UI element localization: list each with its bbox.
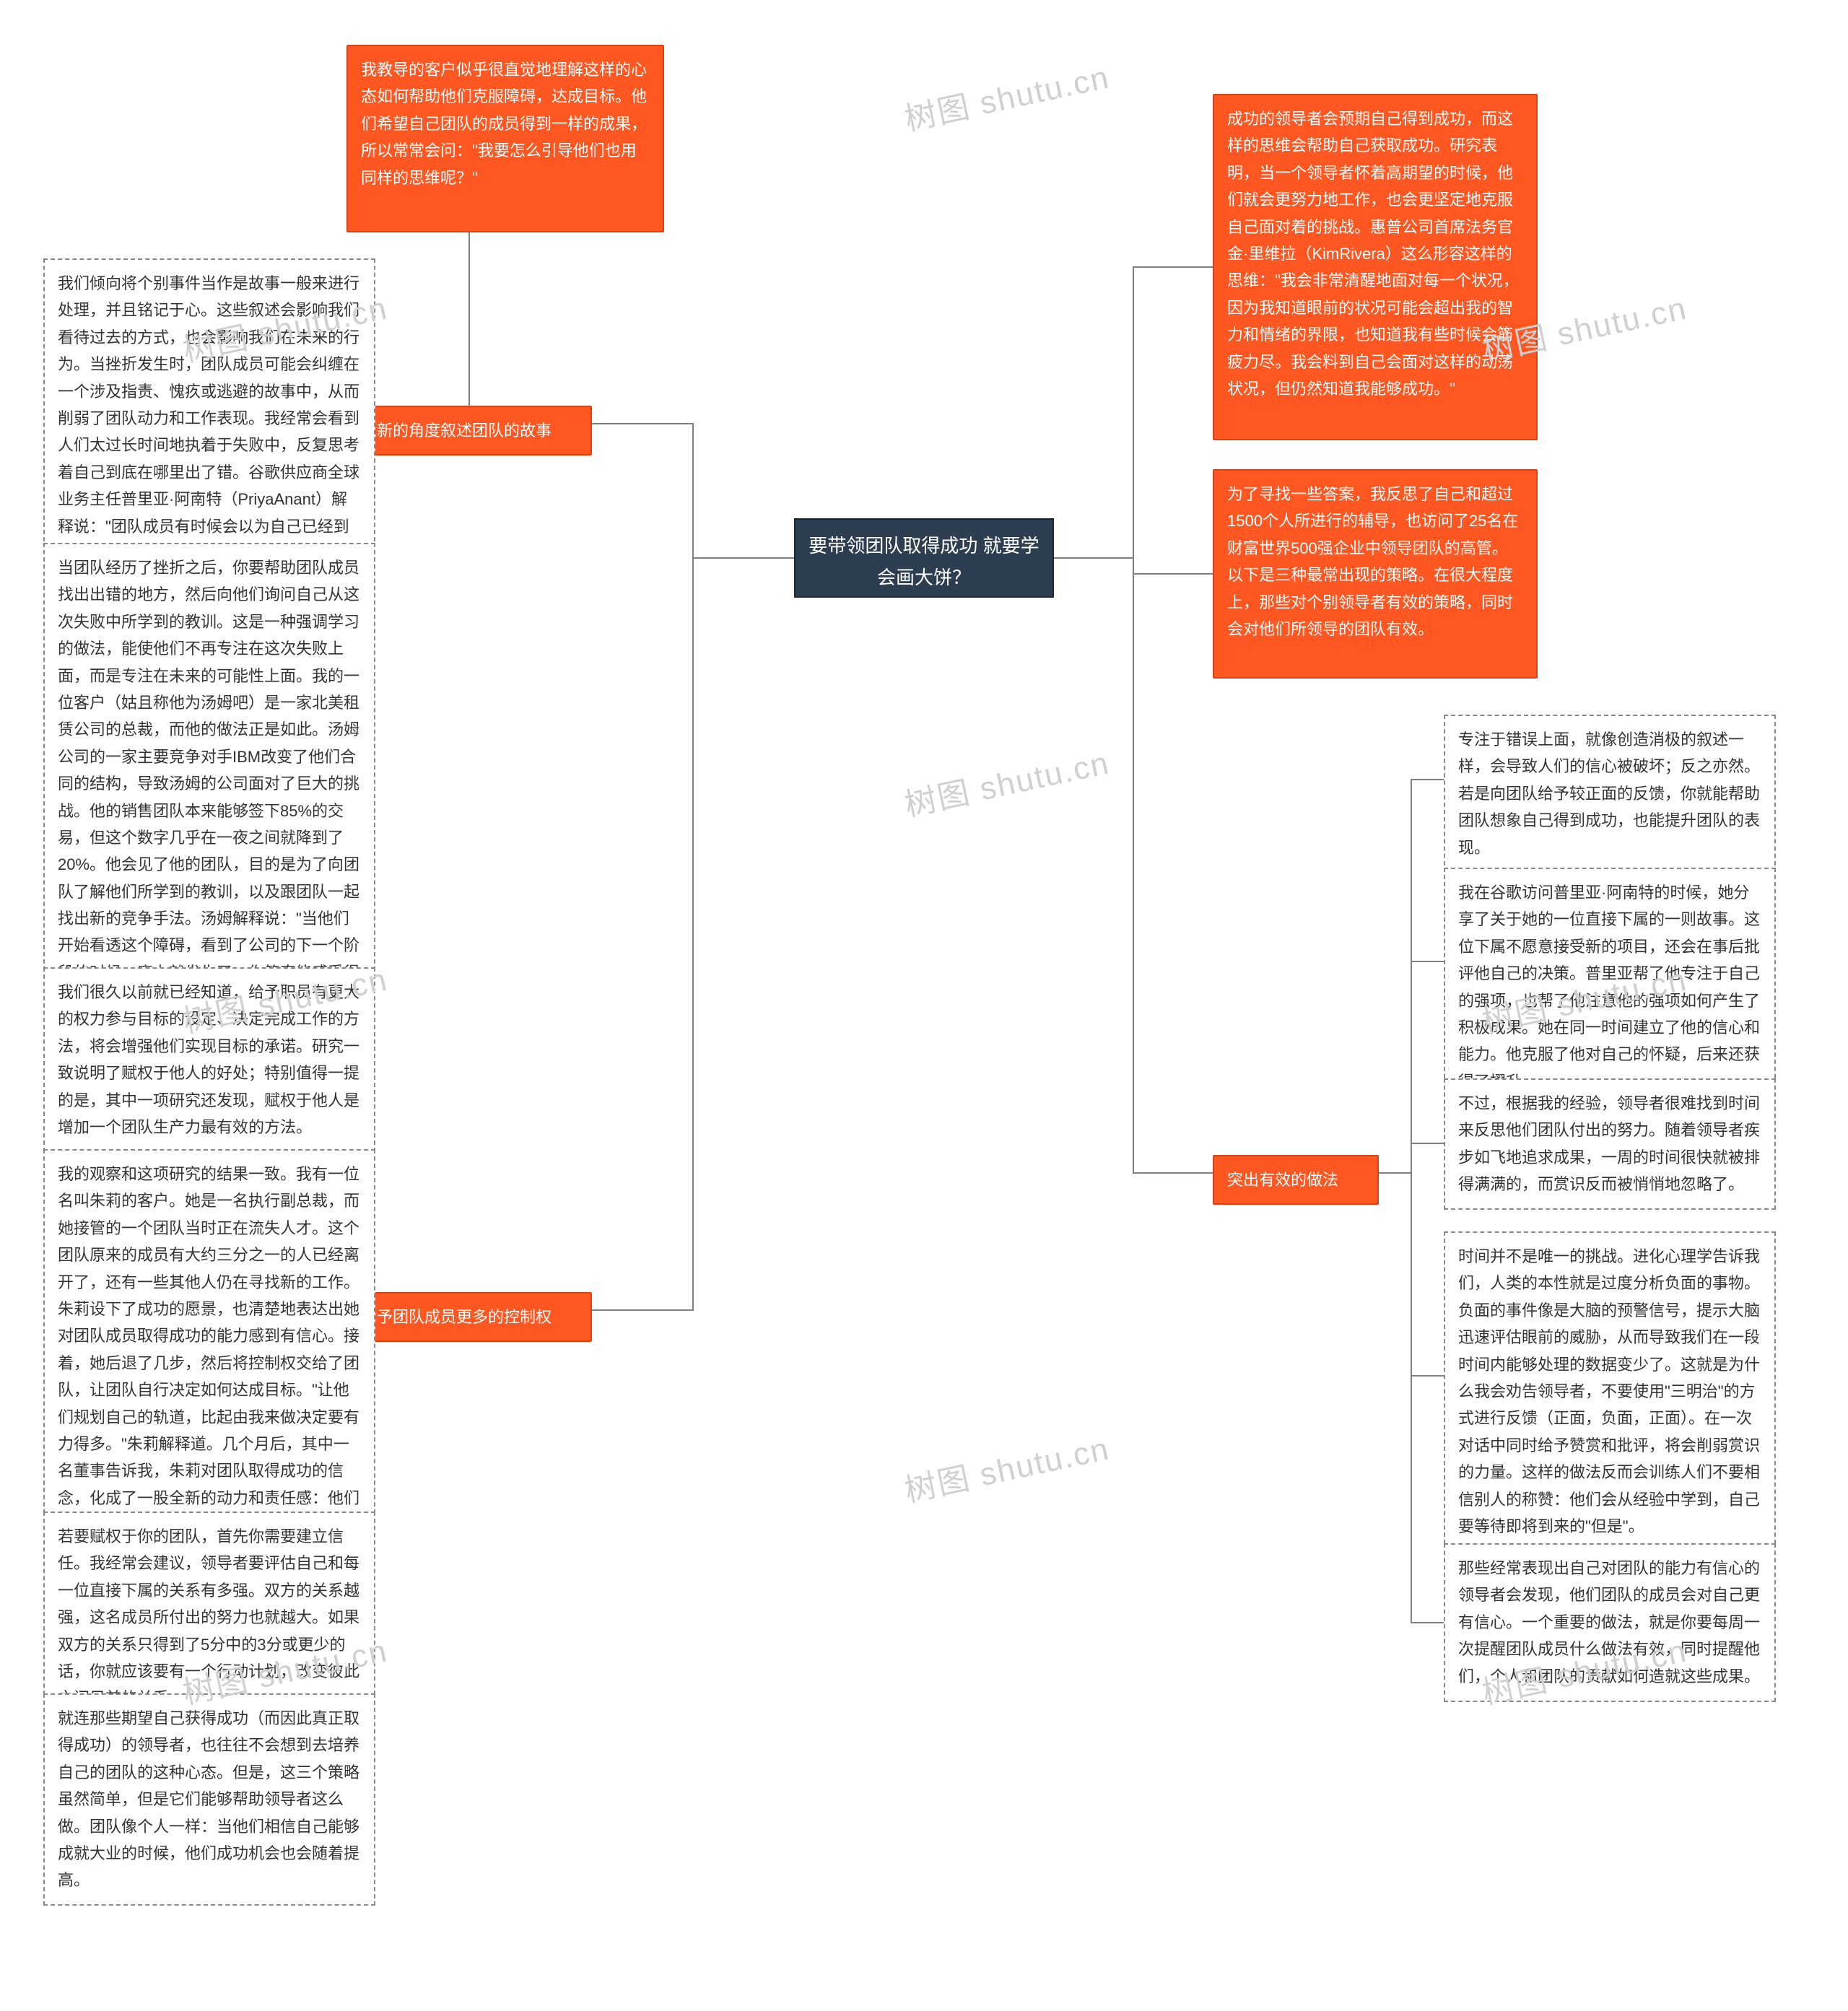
branch-l1: 从新的角度叙述团队的故事 — [346, 406, 592, 455]
root-text: 要带领团队取得成功 就要学会画大饼？ — [808, 535, 1039, 588]
watermark: 树图 shutu.cn — [899, 1423, 1113, 1511]
leaf-l2a: 我们很久以前就已经知道，给予职员有更大的权力参与目标的设定、决定完成工作的方法，… — [43, 967, 375, 1152]
leaf-l2c: 若要赋权于你的团队，首先你需要建立信任。我经常会建议，领导者要评估自己和每一位直… — [43, 1511, 375, 1724]
leaf-r0b: 为了寻找一些答案，我反思了自己和超过1500个人所进行的辅导，也访问了25名在财… — [1213, 469, 1538, 679]
leaf-l1a: 我教导的客户似乎很直觉地理解这样的心态如何帮助他们克服障碍，达成目标。他们希望自… — [346, 45, 664, 232]
watermark: 树图 shutu.cn — [899, 51, 1113, 140]
branch-l2: 给予团队成员更多的控制权 — [346, 1292, 592, 1342]
leaf-r0a: 成功的领导者会预期自己得到成功，而这样的思维会帮助自己获取成功。研究表明，当一个… — [1213, 94, 1538, 440]
leaf-r1e: 那些经常表现出自己对团队的能力有信心的领导者会发现，他们团队的成员会对自己更有信… — [1444, 1543, 1776, 1702]
leaf-l2b: 我的观察和这项研究的结果一致。我有一位名叫朱莉的客户。她是一名执行副总裁，而她接… — [43, 1149, 375, 1550]
root-node: 要带领团队取得成功 就要学会画大饼？ — [794, 518, 1054, 598]
leaf-l2d: 就连那些期望自己获得成功（而因此真正取得成功）的领导者，也往往不会想到去培养自己… — [43, 1693, 375, 1906]
watermark: 树图 shutu.cn — [899, 737, 1113, 826]
leaf-r1c: 不过，根据我的经验，领导者很难找到时间来反思他们团队付出的努力。随着领导者疾步如… — [1444, 1078, 1776, 1210]
leaf-r1d: 时间并不是唯一的挑战。进化心理学告诉我们，人类的本性就是过度分析负面的事物。负面… — [1444, 1231, 1776, 1551]
leaf-r1a: 专注于错误上面，就像创造消极的叙述一样，会导致人们的信心被破坏；反之亦然。若是向… — [1444, 715, 1776, 873]
branch-r1: 突出有效的做法 — [1213, 1155, 1379, 1205]
leaf-r1b: 我在谷歌访问普里亚·阿南特的时候，她分享了关于她的一位直接下属的一则故事。这位下… — [1444, 868, 1776, 1107]
